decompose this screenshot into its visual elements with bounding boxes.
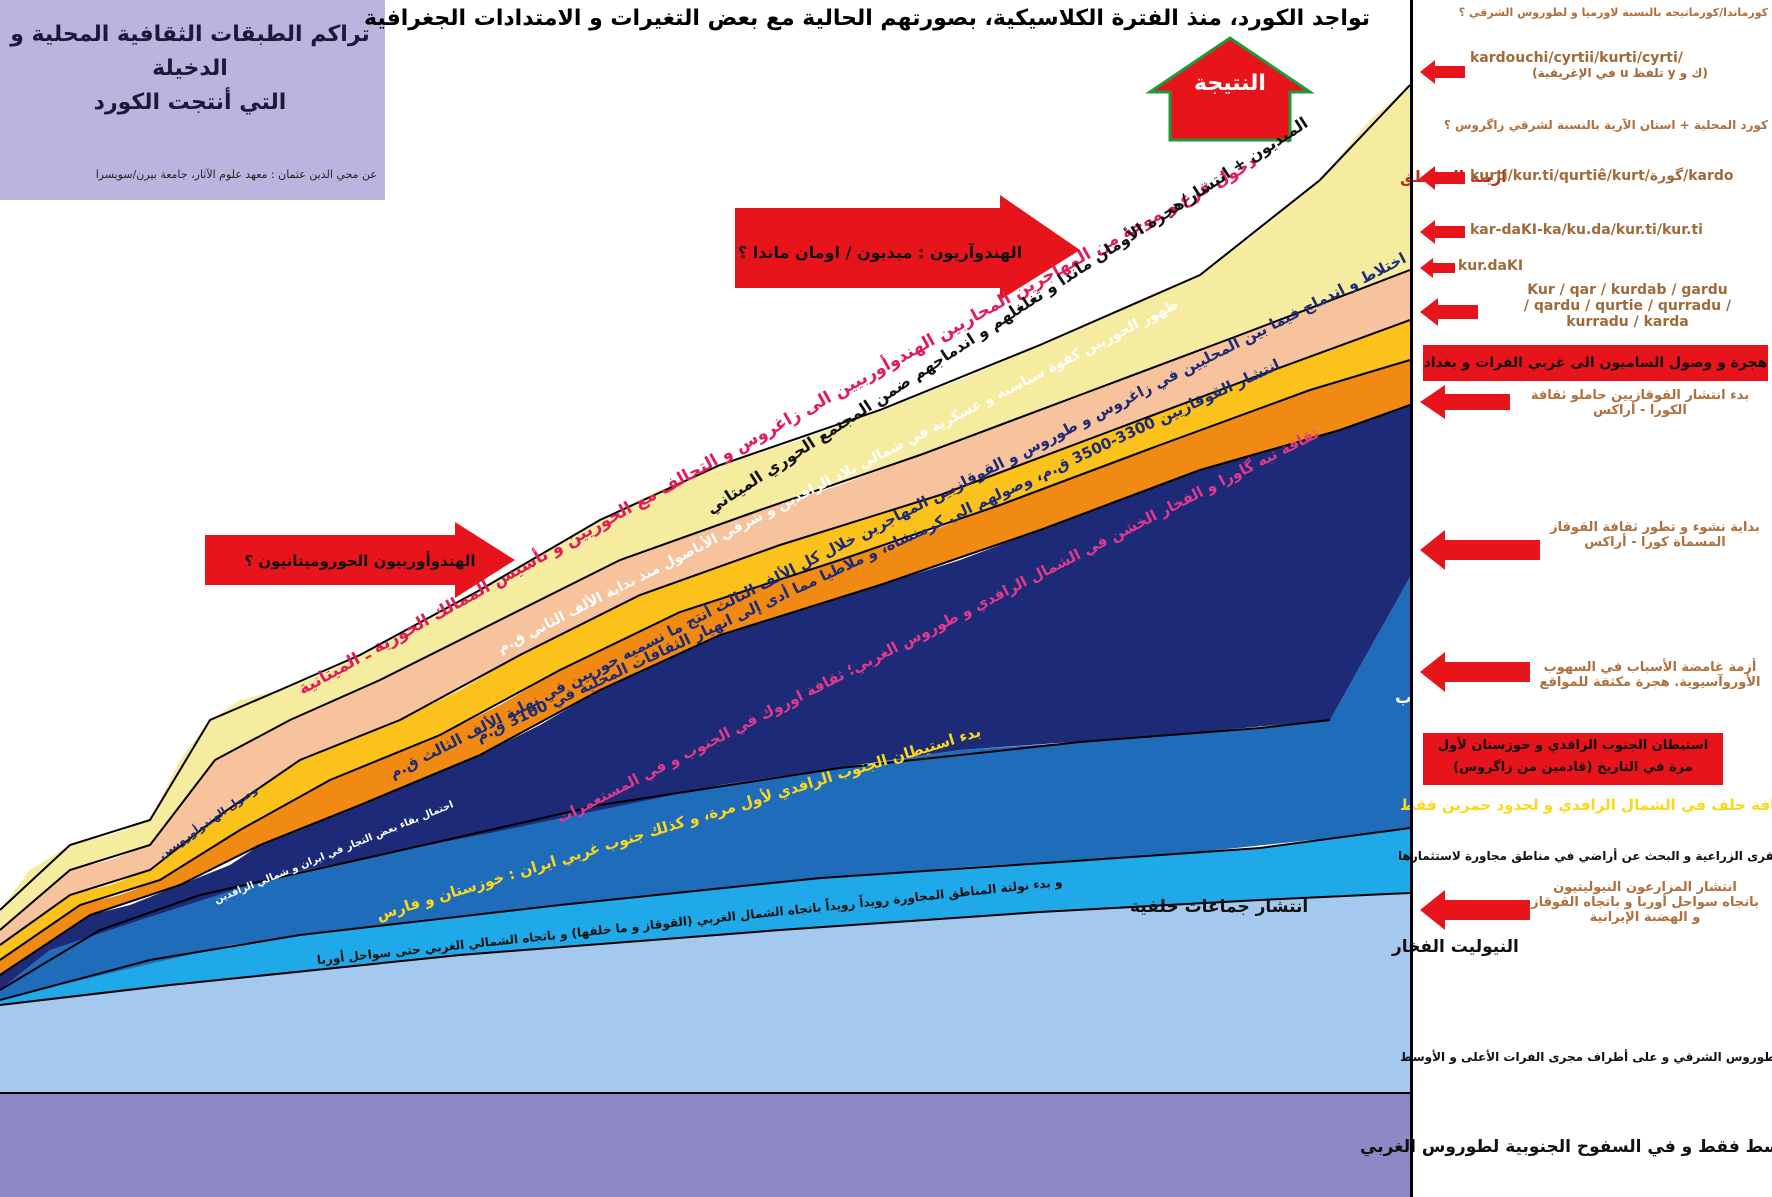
layer-mitanni bbox=[0, 85, 1410, 930]
boundary-line bbox=[0, 404, 1411, 976]
sidebar-item-kur-qar: Kur / qar / kurdab / gardu / qardu / qur… bbox=[1485, 282, 1770, 330]
label-zarzi: ثقافة زارزي و الانتقال من الكهوف الى الس… bbox=[1360, 1135, 1772, 1157]
sidebar-item-steppe-crisis: أزمة غامضة الأسباب في السهوب الأوروآسيوي… bbox=[1535, 660, 1765, 690]
label-halaf-villages: انتشار القرى الزراعية و البحث عن أراضي ف… bbox=[1398, 848, 1772, 864]
arrow-indo-hurro-label: الهندوأوربيون الحوروميتانيون ؟ bbox=[244, 551, 475, 570]
divider-line bbox=[1410, 0, 1413, 1197]
layer-zarzi bbox=[0, 1093, 1410, 1197]
arrow-indo-aryan bbox=[735, 195, 1080, 300]
sidebar-item-kardouchi-line2: (ك و y تلفظ u في الإغريقية) bbox=[1532, 66, 1708, 80]
diagram-title-line2: التي أنتجت الكورد bbox=[93, 90, 287, 116]
layer-kura bbox=[0, 360, 1410, 975]
sidebar-item-kurti: kurti/kur.ti/qurtiê/kurt/گورة/kardo bbox=[1470, 168, 1734, 184]
sidebar-item-kur-qar-line3: kurradu / karda bbox=[1566, 314, 1689, 330]
diagram-title: تراكم الطبقات الثقافية المحلية و الدخيلة… bbox=[5, 18, 375, 120]
label-ceramic: النيوليت الفخار bbox=[1391, 937, 1519, 957]
layer-mixing bbox=[0, 320, 1410, 960]
arrow-indo-hurro bbox=[205, 522, 515, 598]
sidebar-item-neolithic-farmers-line3: و الهضبة الإيرانية bbox=[1589, 910, 1701, 925]
side-arrow bbox=[1420, 220, 1465, 244]
sidebar-item-kardouchi-line1: kardouchi/cyrtii/kurti/cyrti/ bbox=[1470, 50, 1683, 66]
sidebar-item-neolithic-farmers: انتشار المزارعون النيوليتيون باتجاه سواح… bbox=[1525, 880, 1765, 925]
boundary-line bbox=[0, 269, 1411, 931]
sidebar-item-kurmanda: كورماندا/كورماتيجه بالنسبة لاورميا و لطو… bbox=[1458, 6, 1768, 19]
side-arrow bbox=[1420, 652, 1530, 692]
label-halaf-spread: انتشار جماعات حلفية bbox=[1130, 897, 1308, 917]
label-halaf: ثقافة حلف في الشمال الرافدي و لحدود حمري… bbox=[1400, 796, 1772, 815]
label-ubaid: ثقافة العُبيد في الشمال و الجنوب bbox=[1395, 688, 1677, 708]
sidebar-item-kur-qar-line2: / qardu / qurtie / qurradu / bbox=[1523, 298, 1732, 314]
sidebar-item-kura-origin-line2: المسماة كورا - أراكس bbox=[1584, 535, 1726, 550]
credit: عن محي الدين عثمان : معهد علوم الآثار، ج… bbox=[95, 168, 377, 181]
sidebar-item-steppe-crisis-line2: الأوروآسيوية. هجرة مكثفة للمواقع bbox=[1539, 675, 1761, 690]
layer-ceramic bbox=[0, 828, 1410, 1093]
sidebar-item-neolithic-farmers-line2: باتجاه سواحل أوربا و باتجاه القوقاز bbox=[1531, 895, 1759, 910]
result-label: النتيجة bbox=[1194, 71, 1266, 96]
side-arrow bbox=[1420, 258, 1455, 278]
layer-hurrians bbox=[0, 270, 1410, 945]
side-arrow bbox=[1420, 530, 1540, 570]
sidebar-item-kura-spread-line2: الكورا - أراكس bbox=[1593, 403, 1687, 418]
sidebar-item-neolithic-farmers-line1: انتشار المزارعون النيوليتيون bbox=[1553, 880, 1737, 895]
side-arrow bbox=[1420, 298, 1478, 326]
boundary-line bbox=[0, 892, 1411, 1006]
sidebar-item-steppe-crisis-line1: أزمة غامضة الأسباب في السهوب bbox=[1543, 660, 1757, 675]
boundary-line bbox=[0, 359, 1411, 961]
layer-preceramic bbox=[0, 893, 1410, 1093]
sidebar-item-kurd-local: كورد المحلية + استان الآرية بالنسبة لشرق… bbox=[1443, 118, 1768, 132]
sidebar-item-semites: هجرة و وصول الساميون الى غربي الفرات و ب… bbox=[1423, 345, 1768, 381]
side-arrow bbox=[1420, 890, 1530, 930]
sidebar-item-kur-qar-line1: Kur / qar / kurdab / gardu bbox=[1527, 282, 1728, 298]
title-box: تراكم الطبقات الثقافية المحلية و الدخيلة… bbox=[0, 0, 385, 200]
main-title: تواجد الكورد، منذ الفترة الكلاسيكية، بصو… bbox=[364, 6, 1370, 31]
boundary-line bbox=[0, 827, 1411, 1001]
sidebar-item-kurda: kur.daKI bbox=[1458, 258, 1524, 274]
sidebar-item-south-settlement: استيطان الجنوب الرافدي و خوزستان لأول مر… bbox=[1423, 733, 1723, 785]
side-arrow bbox=[1420, 385, 1510, 419]
side-arrow bbox=[1420, 60, 1465, 84]
sidebar-item-kura-spread-line1: بدء انتشار القوقازيين حاملو ثقافة bbox=[1530, 388, 1750, 403]
arrow-indo-aryan-label: الهندوآريون : ميديون / اومان ماندا ؟ bbox=[738, 242, 1022, 262]
sidebar-item-south-settlement-line1: استيطان الجنوب الرافدي و خوزستان لأول bbox=[1437, 738, 1709, 753]
label-preceramic: النيوليت ما قبل الفخار و المستوطنات الأو… bbox=[1400, 1049, 1772, 1065]
boundary-line bbox=[0, 719, 1331, 991]
sidebar-item-kura-origin-line1: بداية نشوء و تطور ثقافة القوقاز bbox=[1550, 520, 1760, 535]
sidebar-item-kura-spread: بدء انتشار القوقازيين حاملو ثقافة الكورا… bbox=[1515, 388, 1765, 418]
sidebar-item-kardaka: kar-daKI-ka/ku.da/kur.ti/kur.ti bbox=[1470, 222, 1703, 238]
boundary-line bbox=[0, 84, 1411, 911]
diagram-title-line1: تراكم الطبقات الثقافية المحلية و الدخيلة bbox=[10, 22, 370, 82]
layer-ubaid bbox=[0, 405, 1410, 990]
sidebar-item-south-settlement-line2: مرة في التاريخ (قادمين من زاگروس) bbox=[1453, 760, 1693, 775]
sidebar-item-kardouchi: kardouchi/cyrtii/kurti/cyrti/ (ك و y تلف… bbox=[1470, 50, 1770, 80]
sidebar-item-kura-origin: بداية نشوء و تطور ثقافة القوقاز المسماة … bbox=[1545, 520, 1765, 550]
result-arrow bbox=[1145, 36, 1315, 142]
side-arrow bbox=[1420, 166, 1465, 190]
boundary-line bbox=[0, 319, 1411, 946]
